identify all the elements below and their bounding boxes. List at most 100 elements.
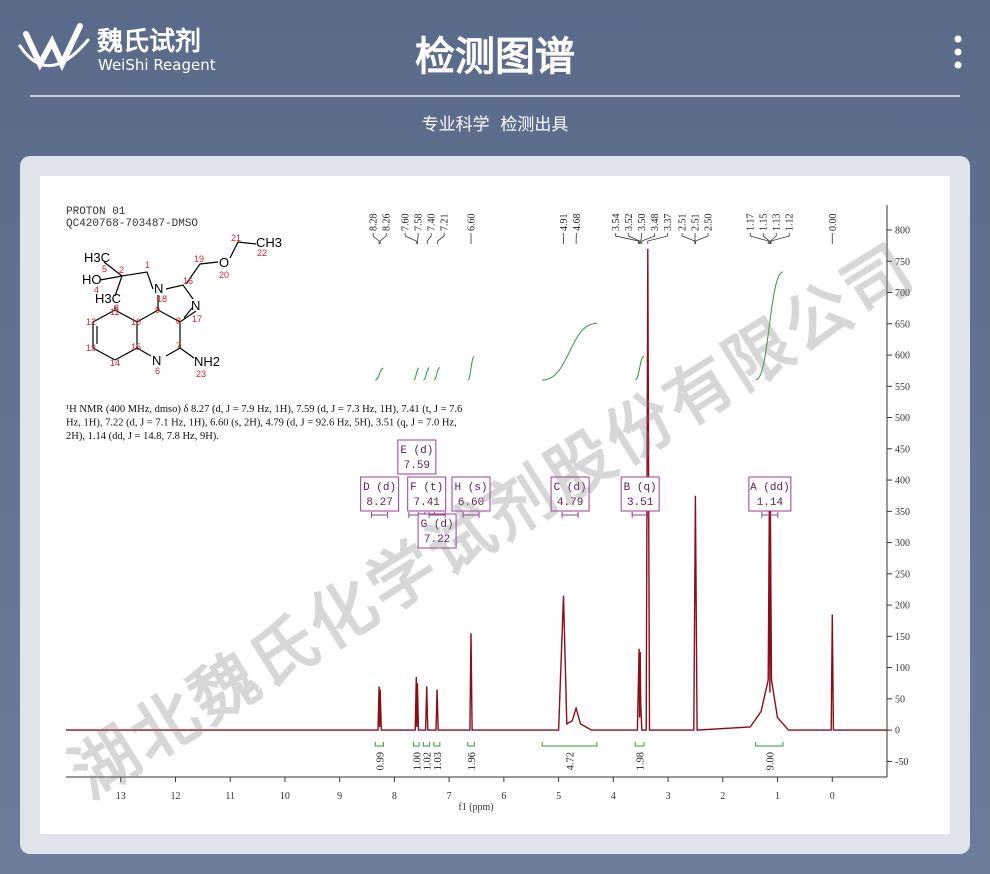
atom-number: 14 bbox=[110, 358, 120, 368]
multiplet-box bbox=[748, 476, 792, 512]
logo-name: 魏氏试剂 bbox=[96, 27, 201, 57]
atom-number: 19 bbox=[194, 254, 204, 264]
x-tick-label: 3 bbox=[666, 791, 671, 802]
multiplet-shift: 8.27 bbox=[366, 497, 392, 509]
peak-label: 7.40 bbox=[427, 214, 438, 232]
integral-label: 1.02 bbox=[422, 752, 433, 770]
logo-icon bbox=[18, 23, 90, 72]
peak-label: 3.54 bbox=[611, 214, 622, 232]
integral-curve bbox=[634, 355, 645, 381]
y-tick-label: 100 bbox=[895, 663, 910, 674]
x-tick-label: 13 bbox=[116, 791, 126, 802]
y-tick-label: -50 bbox=[895, 757, 908, 768]
atom-label: H3C bbox=[95, 291, 121, 306]
multiplet-name: D (d) bbox=[363, 482, 396, 494]
peak-label: 7.60 bbox=[401, 214, 412, 232]
atom-number: 8 bbox=[176, 316, 181, 326]
integral-curve bbox=[413, 367, 420, 381]
multiplet-marker bbox=[371, 512, 389, 518]
spectrum-line bbox=[66, 248, 887, 731]
atom-number: 7 bbox=[176, 341, 181, 351]
x-tick-label: 0 bbox=[830, 791, 835, 802]
nmr-description: ¹H NMR (400 MHz, dmso) δ 8.27 (d, J = 7.… bbox=[66, 404, 462, 415]
integral-bracket bbox=[374, 742, 384, 747]
y-tick-label: 800 bbox=[895, 226, 910, 237]
integral-bracket bbox=[755, 742, 784, 747]
peak-label: 8.28 bbox=[369, 214, 380, 232]
peak-leader bbox=[640, 233, 643, 244]
peak-label: 3.48 bbox=[650, 214, 661, 232]
peak-leader bbox=[379, 233, 387, 244]
spectrum-header: QC420768-703487-DMSO bbox=[66, 218, 198, 230]
atom-number: 13 bbox=[86, 343, 96, 353]
integral-curve bbox=[467, 355, 475, 381]
x-tick-label: 4 bbox=[611, 791, 616, 802]
peak-leader bbox=[437, 233, 445, 244]
integral-label: 4.72 bbox=[566, 752, 577, 770]
atom-label: O bbox=[219, 255, 229, 270]
atom-label: N bbox=[154, 281, 163, 296]
y-tick-label: 600 bbox=[895, 351, 910, 362]
multiplet-marker bbox=[428, 512, 446, 518]
x-tick-label: 5 bbox=[556, 791, 561, 802]
y-tick-label: 250 bbox=[895, 569, 910, 580]
peak-label: 2.51 bbox=[691, 214, 702, 232]
atom-number: 4 bbox=[94, 285, 99, 295]
integral-label: 0.99 bbox=[375, 752, 386, 770]
peak-leader bbox=[695, 233, 709, 244]
peak-label: 4.68 bbox=[572, 214, 583, 232]
x-tick-label: 12 bbox=[170, 791, 180, 802]
multiplet-marker bbox=[631, 512, 649, 518]
x-tick-label: 6 bbox=[501, 791, 506, 802]
atom-number: 23 bbox=[196, 369, 206, 379]
x-tick-label: 10 bbox=[280, 791, 290, 802]
multiplet-marker bbox=[761, 512, 779, 518]
integral-bracket bbox=[541, 742, 598, 747]
multiplet-name: A (dd) bbox=[750, 482, 790, 494]
page-subtitle: 专业科学 检测出具 bbox=[422, 115, 569, 135]
peak-leader bbox=[372, 233, 380, 244]
atom-label: CH3 bbox=[256, 235, 282, 250]
peak-label: 1.17 bbox=[746, 214, 757, 232]
peak-label: 0.00 bbox=[828, 214, 839, 232]
integral-curve bbox=[542, 322, 597, 381]
peak-label: 2.50 bbox=[704, 214, 715, 232]
multiplet-shift: 7.22 bbox=[424, 534, 450, 546]
integral-bracket bbox=[433, 742, 441, 747]
peak-label: 1.13 bbox=[772, 214, 783, 232]
multiplet-box bbox=[407, 476, 447, 512]
peak-leader bbox=[404, 233, 417, 244]
peak-label: 6.60 bbox=[467, 214, 478, 232]
y-tick-label: 350 bbox=[895, 507, 910, 518]
multiplet-shift: 4.79 bbox=[557, 497, 583, 509]
multiplet-name: C (d) bbox=[554, 482, 587, 494]
menu-button[interactable] bbox=[954, 35, 962, 69]
atom-number: 16 bbox=[183, 276, 193, 286]
integral-bracket bbox=[422, 742, 430, 747]
atom-label: NH2 bbox=[194, 354, 220, 369]
peak-label: 8.26 bbox=[382, 214, 393, 232]
peak-label: 3.50 bbox=[637, 214, 648, 232]
peak-leader bbox=[426, 233, 432, 244]
multiplet-shift: 6.60 bbox=[458, 497, 484, 509]
atom-label: HO bbox=[82, 272, 102, 287]
multiplet-marker bbox=[561, 512, 579, 518]
integral-curve bbox=[375, 367, 384, 381]
integral-label: 1.03 bbox=[433, 752, 444, 770]
multiplet-box bbox=[417, 513, 457, 549]
page-title: 检测图谱 bbox=[415, 34, 575, 80]
peak-label: 7.58 bbox=[414, 214, 425, 232]
multiplet-shift: 7.59 bbox=[404, 460, 430, 472]
nmr-description: Hz, 1H), 7.22 (d, J = 7.1 Hz, 1H), 6.60 … bbox=[66, 418, 457, 429]
multiplet-name: H (s) bbox=[455, 482, 488, 494]
multiplet-name: E (d) bbox=[400, 445, 433, 457]
peak-leader bbox=[416, 233, 419, 244]
atom-number: 21 bbox=[231, 233, 241, 243]
structure-bonds bbox=[92, 241, 257, 361]
peak-leader bbox=[749, 233, 769, 244]
peak-label: 1.15 bbox=[759, 214, 770, 232]
multiplet-box bbox=[397, 439, 437, 475]
x-tick-label: 7 bbox=[447, 791, 452, 802]
y-tick-label: 750 bbox=[895, 257, 910, 268]
peak-leader bbox=[770, 233, 777, 244]
